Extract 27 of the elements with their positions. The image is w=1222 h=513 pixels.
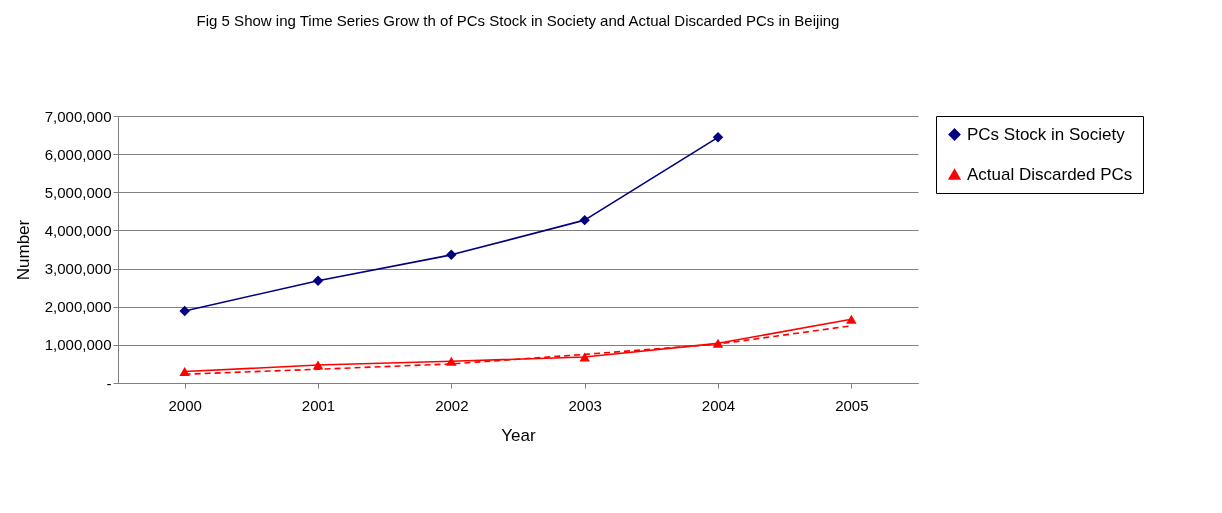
- legend-label: PCs Stock in Society: [967, 124, 1126, 144]
- y-tick-label: 2,000,000: [44, 298, 112, 316]
- point: [712, 132, 724, 143]
- y-tick-label: -: [106, 374, 112, 392]
- point: [446, 356, 457, 366]
- y-tick-label: 5,000,000: [44, 183, 112, 201]
- chart-title: Fig 5 Show ing Time Series Grow th of PCs Stock in Society and Actual Discarded PCs in Beijing: [196, 12, 840, 29]
- point: [312, 275, 324, 287]
- y-tick-label: 3,000,000: [44, 260, 112, 278]
- point: [579, 214, 590, 226]
- x-tick-label: 2000: [168, 396, 202, 414]
- point: [579, 352, 590, 362]
- point: [179, 305, 190, 317]
- y-tick-label: 6,000,000: [44, 145, 112, 163]
- y-tick-label: 7,000,000: [44, 107, 112, 125]
- point: [446, 249, 457, 261]
- x-tick-label: 2004: [701, 396, 736, 414]
- y-axis-title: Number: [13, 219, 33, 281]
- x-tick-label: 2002: [435, 396, 469, 414]
- y-tick-label: 1,000,000: [44, 336, 112, 354]
- y-tick-label: 4,000,000: [44, 221, 112, 239]
- x-tick-label: 2001: [301, 396, 336, 414]
- x-tick-label: 2003: [568, 396, 602, 414]
- point: [846, 314, 857, 324]
- x-tick-label: 2005: [835, 396, 869, 414]
- x-axis-title: Year: [501, 425, 537, 445]
- legend-label: Actual Discarded PCs: [967, 164, 1133, 184]
